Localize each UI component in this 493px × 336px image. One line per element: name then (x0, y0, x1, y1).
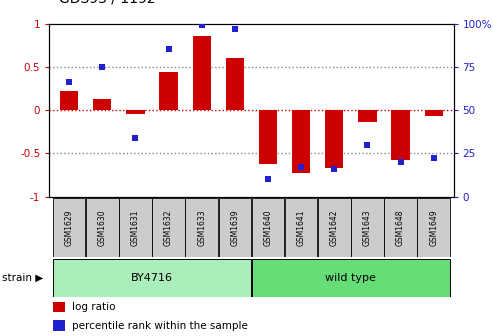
Text: GSM1649: GSM1649 (429, 209, 438, 246)
Bar (126, 110, 144, 114)
Text: strain ▶: strain ▶ (2, 273, 44, 283)
Text: GSM1630: GSM1630 (98, 209, 107, 246)
Bar (86, 198, 118, 257)
Text: log ratio: log ratio (71, 302, 115, 312)
Bar (193, 37, 211, 110)
Bar (358, 110, 377, 122)
Text: percentile rank within the sample: percentile rank within the sample (71, 321, 247, 331)
Text: GSM1631: GSM1631 (131, 209, 140, 246)
Bar (93, 99, 111, 110)
Bar (351, 198, 384, 257)
Bar (218, 198, 251, 257)
Bar (292, 110, 310, 173)
Bar (385, 198, 417, 257)
Bar (424, 110, 443, 116)
Bar (252, 259, 450, 297)
Text: GSM1642: GSM1642 (330, 209, 339, 246)
Bar (418, 198, 450, 257)
Bar (285, 198, 317, 257)
Bar (53, 302, 66, 312)
Bar (53, 198, 85, 257)
Bar (53, 259, 251, 297)
Text: GSM1643: GSM1643 (363, 209, 372, 246)
Bar (159, 72, 177, 110)
Bar (53, 320, 66, 331)
Text: GDS93 / 1192: GDS93 / 1192 (59, 0, 156, 5)
Text: GSM1648: GSM1648 (396, 209, 405, 246)
Bar (318, 198, 351, 257)
Text: wild type: wild type (325, 273, 376, 283)
Text: GSM1629: GSM1629 (65, 209, 73, 246)
Text: GSM1633: GSM1633 (197, 209, 206, 246)
Bar (152, 198, 185, 257)
Bar (252, 198, 284, 257)
Text: GSM1640: GSM1640 (263, 209, 273, 246)
Text: BY4716: BY4716 (131, 273, 173, 283)
Bar (185, 198, 218, 257)
Bar (325, 110, 344, 168)
Bar (391, 110, 410, 160)
Bar (119, 198, 152, 257)
Bar (226, 58, 244, 110)
Bar (259, 110, 277, 164)
Text: GSM1632: GSM1632 (164, 209, 173, 246)
Text: GSM1641: GSM1641 (297, 209, 306, 246)
Bar (60, 91, 78, 110)
Text: GSM1639: GSM1639 (230, 209, 240, 246)
